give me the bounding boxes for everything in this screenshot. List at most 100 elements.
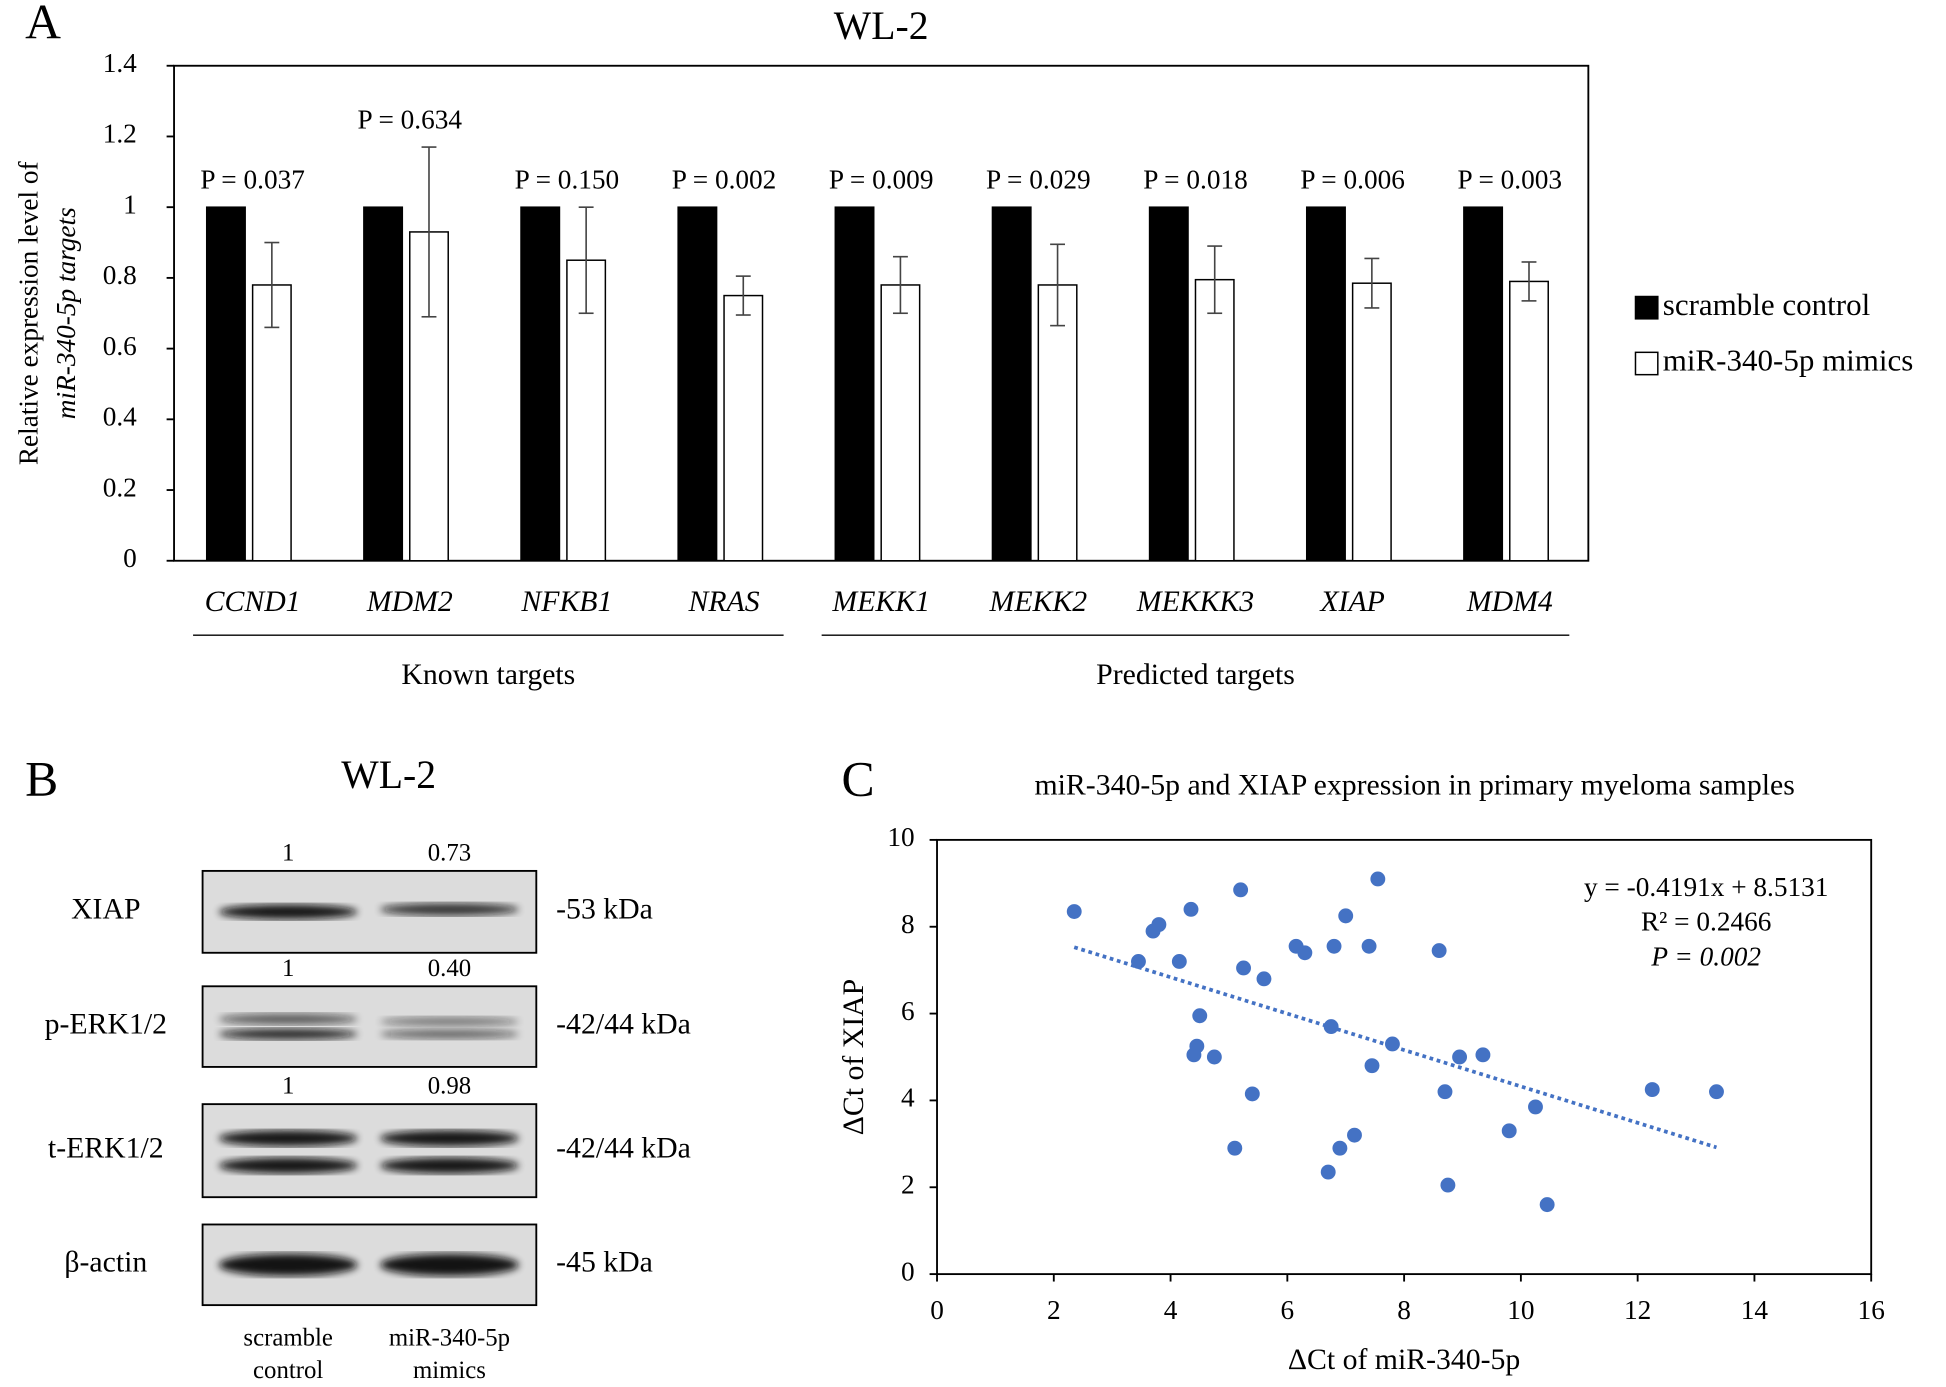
scatter-point <box>1151 917 1167 933</box>
x-tick-label: MDM4 <box>1466 585 1553 618</box>
blot-membrane <box>201 1103 538 1199</box>
x-tick-label: MEKK2 <box>989 585 1088 618</box>
bar <box>205 206 246 562</box>
blot-row-label: p-ERK1/2 <box>45 1007 167 1040</box>
bar <box>1463 206 1504 562</box>
p-value-annotation: P = 0.006 <box>1300 165 1405 195</box>
blot-row-label: XIAP <box>71 893 140 926</box>
bar <box>1194 278 1235 562</box>
legend-swatch <box>1634 351 1659 376</box>
p-value-annotation: P = 0.150 <box>515 165 620 195</box>
x-tick-label: MEKKK3 <box>1136 585 1254 618</box>
p-value-annotation: P = 0.634 <box>357 105 462 135</box>
blot-quant: 0.98 <box>428 1073 471 1100</box>
y-tick-label: 0.6 <box>103 331 137 361</box>
blot-size-label: -53 kDa <box>556 893 653 926</box>
y-tick-label: 0.4 <box>103 402 137 432</box>
scatter-point <box>1189 1038 1205 1054</box>
scatter-point <box>1709 1084 1724 1100</box>
blot-band <box>218 1253 358 1276</box>
y-tick-label: 8 <box>901 909 915 939</box>
legend-swatch <box>1634 295 1659 320</box>
blot-membrane <box>201 985 538 1068</box>
x-tick-label: MDM2 <box>366 585 453 618</box>
scatter-point <box>1528 1099 1543 1115</box>
chart-title: miR-340-5p and XIAP expression in primar… <box>1035 769 1795 802</box>
y-tick-label: 4 <box>901 1083 915 1113</box>
scatter-point <box>1297 945 1313 961</box>
scatter-point <box>1066 904 1082 919</box>
panel-label: B <box>25 751 58 806</box>
x-tick-label: CCND1 <box>205 585 301 618</box>
x-tick-label: 2 <box>1047 1295 1061 1325</box>
x-tick-label: 6 <box>1281 1295 1295 1325</box>
scatter-point <box>1227 1140 1243 1156</box>
scatter-point <box>1131 954 1146 969</box>
x-tick-label: 16 <box>1858 1295 1885 1325</box>
p-value-annotation: P = 0.003 <box>1457 165 1562 195</box>
bar <box>880 284 921 562</box>
error-bar <box>578 206 594 315</box>
bar <box>1509 280 1549 562</box>
bar <box>834 206 875 562</box>
scatter-point <box>1452 1049 1468 1065</box>
y-tick-label: 0 <box>901 1256 915 1286</box>
p-value-annotation: P = 0.002 <box>672 165 777 195</box>
blot-band <box>379 1253 519 1276</box>
y-tick-label: 10 <box>887 822 914 852</box>
scatter-point <box>1437 1084 1453 1100</box>
panel-label: A <box>25 0 61 50</box>
bar <box>991 206 1032 562</box>
x-tick-label: 8 <box>1397 1295 1411 1325</box>
legend-label: scramble control <box>1663 287 1870 322</box>
error-bar <box>1521 261 1537 302</box>
scatter-point <box>1347 1127 1362 1143</box>
bar <box>1037 284 1078 562</box>
error-bar <box>735 275 751 316</box>
y-tick-label: 0 <box>123 543 137 573</box>
blot-band <box>218 1028 358 1040</box>
error-bar <box>1207 245 1223 315</box>
scatter-point <box>1431 943 1447 959</box>
p-value-annotation: P = 0.029 <box>986 165 1091 195</box>
x-tick-label: NRAS <box>687 585 759 618</box>
y-tick-label: 2 <box>901 1170 915 1200</box>
x-axis-label: ΔCt of miR-340-5p <box>1288 1343 1520 1376</box>
chart-title: WL-2 <box>834 4 929 48</box>
bar <box>1305 206 1346 562</box>
group-label: Known targets <box>401 658 575 691</box>
y-tick-label: 6 <box>901 996 915 1026</box>
blot-band <box>379 1157 519 1174</box>
bar <box>520 206 561 562</box>
bar <box>363 206 404 562</box>
error-bar <box>421 146 437 318</box>
x-tick-label: MEKK1 <box>831 585 930 618</box>
y-tick-label: 0.8 <box>103 260 137 290</box>
x-tick-label: 10 <box>1507 1295 1534 1325</box>
scatter-point <box>1326 938 1342 954</box>
scatter-point <box>1244 1086 1260 1102</box>
error-bar <box>1364 257 1380 309</box>
y-tick-label: 1.4 <box>103 48 137 78</box>
lane-label: mimics <box>413 1357 486 1384</box>
scatter-point <box>1332 1140 1348 1156</box>
x-tick-label: NFKB1 <box>520 585 612 618</box>
scatter-point <box>1320 1164 1336 1180</box>
blot-band <box>218 904 358 920</box>
blot-band <box>379 1130 519 1147</box>
blot-quant: 0.73 <box>428 839 471 866</box>
blot-band <box>218 1013 358 1025</box>
y-tick-label: 1.2 <box>103 119 137 149</box>
scatter-point <box>1233 882 1249 898</box>
scatter-point <box>1501 1123 1517 1139</box>
scatter-point <box>1183 901 1199 917</box>
scatter-point <box>1644 1082 1660 1098</box>
bar <box>1351 282 1392 562</box>
legend-label: miR-340-5p mimics <box>1663 343 1914 378</box>
bar <box>723 294 764 562</box>
blot-size-label: -42/44 kDa <box>556 1007 691 1040</box>
x-tick-label: 14 <box>1741 1295 1769 1325</box>
scatter-point <box>1338 908 1354 924</box>
blot-title: WL-2 <box>341 753 436 797</box>
